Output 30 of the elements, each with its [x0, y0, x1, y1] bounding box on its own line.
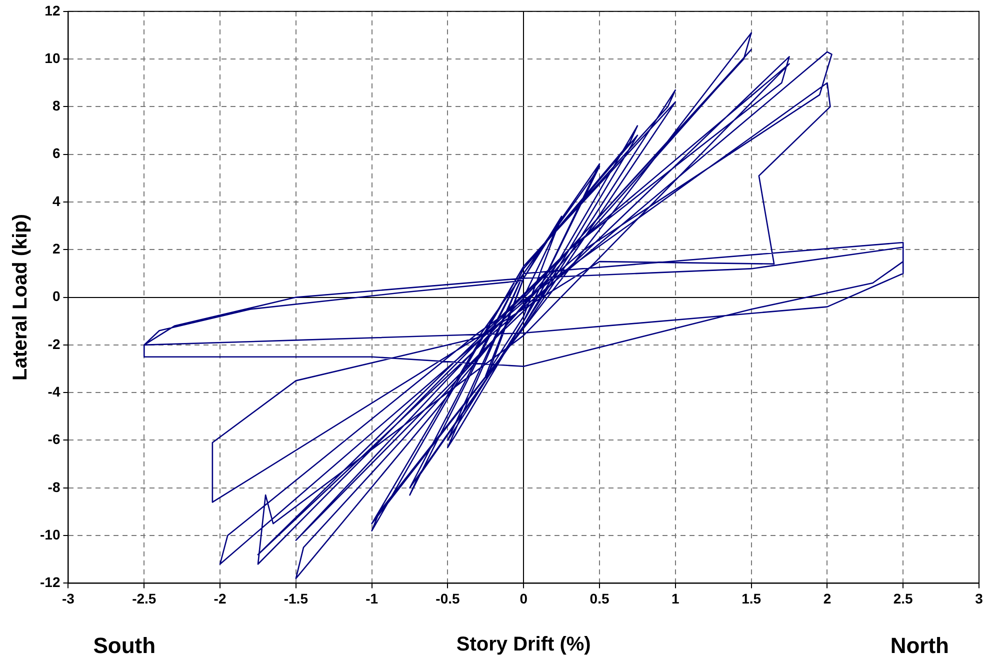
y-tick-label: 12	[44, 2, 60, 18]
y-tick-label: -6	[48, 431, 60, 448]
y-tick-label: -12	[40, 574, 60, 590]
text: North	[890, 633, 949, 658]
x-tick-label: -0.5	[436, 590, 460, 606]
y-tick-label: 0	[52, 288, 60, 304]
x-tick-label: 0	[520, 590, 528, 606]
y-tick-label: 6	[52, 145, 60, 162]
x-tick-label: -1.5	[284, 590, 308, 606]
x-tick-label: -1	[366, 590, 378, 606]
x-tick-label: 2.5	[893, 590, 914, 606]
y-axis-title: Lateral Load (kip)	[10, 214, 32, 381]
x-tick-label: 1	[672, 590, 680, 606]
x-axis-title: Story Drift (%)	[456, 634, 591, 656]
y-tick-label: 10	[44, 50, 60, 66]
x-tick-label: -3	[62, 590, 75, 606]
x-tick-label: 3	[975, 590, 984, 606]
y-tick-label: 2	[52, 240, 60, 257]
y-tick-label: 4	[52, 192, 60, 209]
y-tick-label: -4	[48, 383, 60, 400]
y-tick-label: -2	[48, 336, 60, 352]
x-tick-label: 1.5	[742, 590, 762, 606]
x-tick-label: 2	[823, 590, 832, 606]
x-tick-label: -2.5	[132, 590, 156, 606]
x-tick-label: 0.5	[590, 590, 610, 606]
y-tick-label: -8	[48, 478, 60, 495]
x-tick-label: -2	[214, 590, 226, 606]
y-tick-label: 8	[52, 98, 60, 114]
y-tick-label: -10	[40, 526, 60, 542]
text: South	[93, 633, 156, 658]
